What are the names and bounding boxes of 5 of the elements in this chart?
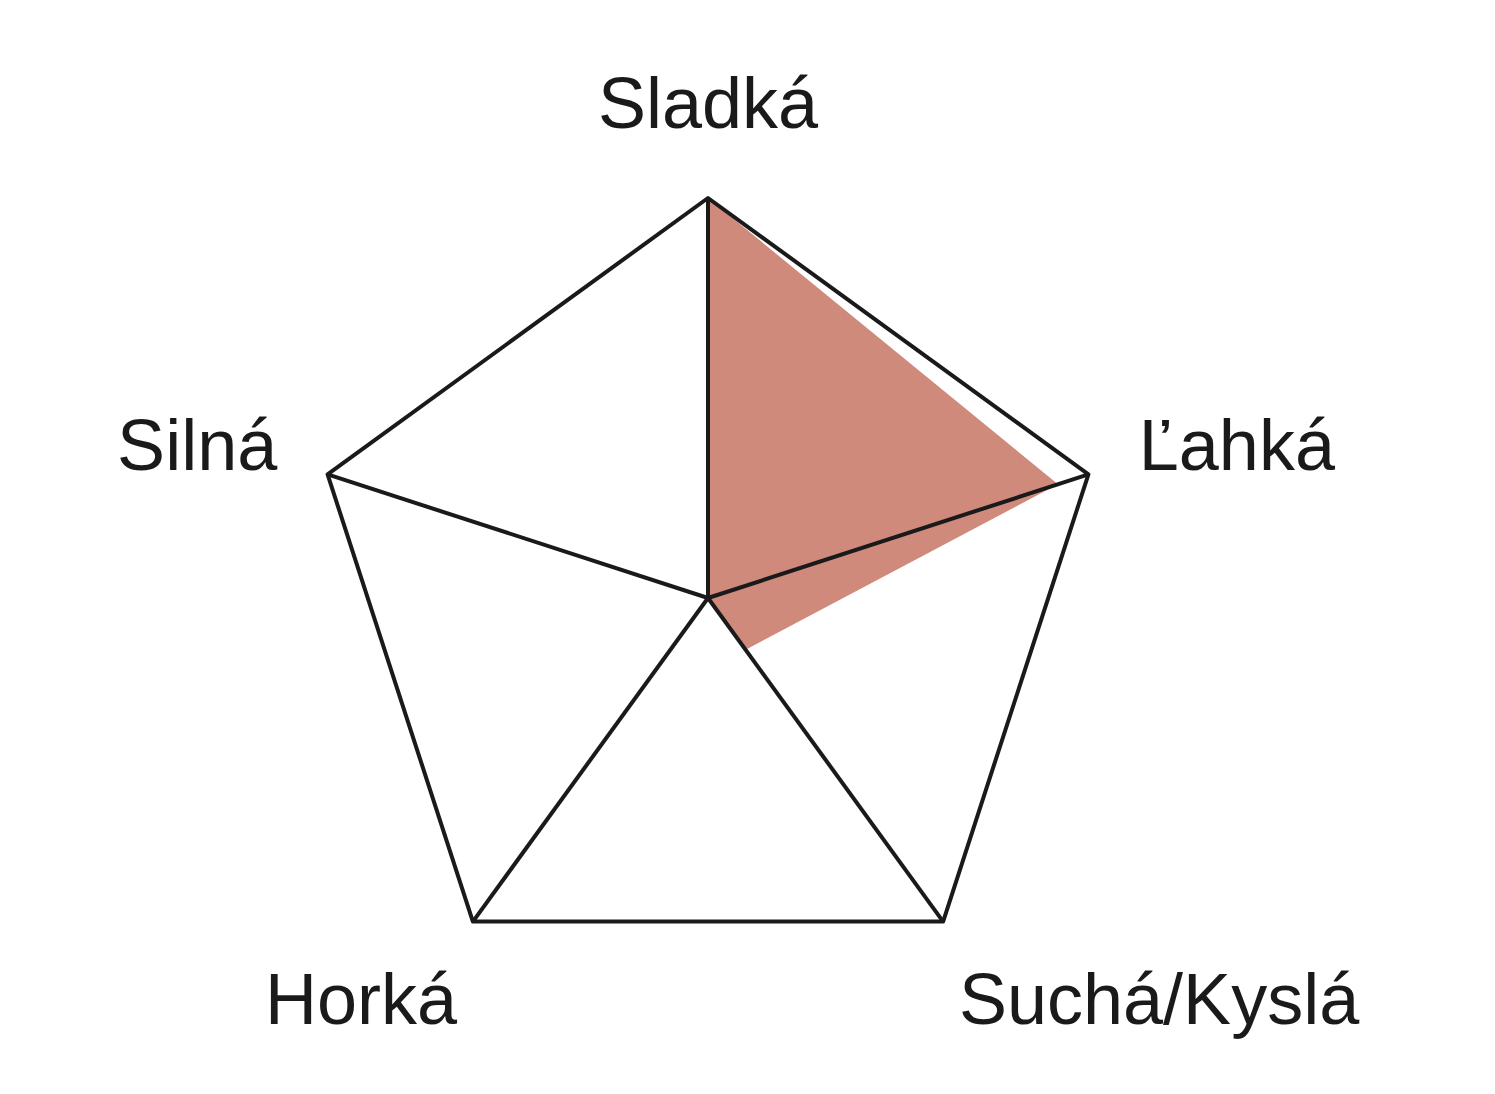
spoke-label: Horká <box>264 958 458 1039</box>
spoke-label: Ľahká <box>1138 405 1336 486</box>
spoke-label: Suchá/Kyslá <box>958 958 1361 1039</box>
spoke-label: Silná <box>117 405 279 486</box>
spoke-label: Sladká <box>597 63 820 144</box>
